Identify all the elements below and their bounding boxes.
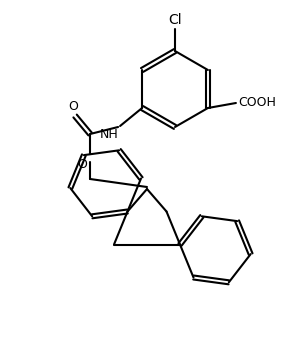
- Text: Cl: Cl: [168, 13, 182, 27]
- Text: O: O: [68, 100, 78, 113]
- Text: NH: NH: [99, 128, 118, 141]
- Text: COOH: COOH: [238, 96, 276, 108]
- Text: O: O: [77, 158, 87, 171]
